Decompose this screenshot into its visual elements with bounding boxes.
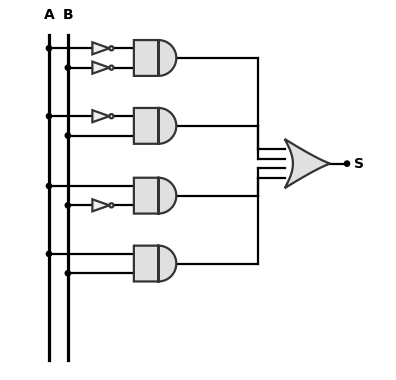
Polygon shape bbox=[92, 199, 109, 211]
Circle shape bbox=[65, 133, 70, 138]
Circle shape bbox=[109, 46, 114, 51]
Circle shape bbox=[109, 203, 114, 207]
Circle shape bbox=[46, 183, 51, 188]
Text: B: B bbox=[63, 8, 73, 22]
Circle shape bbox=[46, 46, 51, 51]
Circle shape bbox=[65, 271, 70, 276]
Circle shape bbox=[46, 251, 51, 256]
Circle shape bbox=[109, 114, 114, 118]
Text: A: A bbox=[44, 8, 54, 22]
Polygon shape bbox=[92, 110, 109, 122]
Circle shape bbox=[65, 65, 70, 70]
Circle shape bbox=[345, 161, 350, 166]
Text: S: S bbox=[354, 157, 364, 171]
Polygon shape bbox=[92, 62, 109, 74]
Polygon shape bbox=[134, 178, 176, 214]
Circle shape bbox=[46, 114, 51, 119]
Polygon shape bbox=[92, 42, 109, 54]
Polygon shape bbox=[134, 245, 176, 282]
Polygon shape bbox=[285, 139, 330, 188]
Circle shape bbox=[65, 203, 70, 208]
Polygon shape bbox=[134, 40, 176, 76]
Polygon shape bbox=[134, 108, 176, 144]
Circle shape bbox=[109, 66, 114, 70]
